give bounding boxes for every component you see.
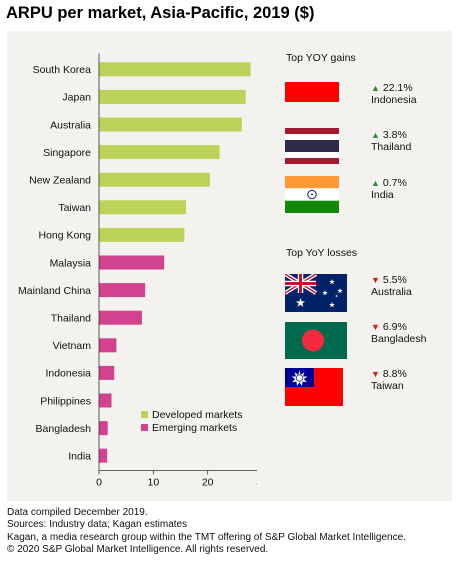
bar-chart: South Korea Japan Australia Singapore New Ze… <box>18 53 257 489</box>
legend-swatch <box>141 411 148 418</box>
gain-change-3: ▲ 0.7% <box>371 177 407 189</box>
bar <box>99 365 115 380</box>
footer-line: Data compiled December 2019. <box>7 507 148 518</box>
gain-change-2: ▲ 3.8% <box>371 129 407 141</box>
x-tick-label: 20 <box>202 477 214 489</box>
bar <box>99 117 242 132</box>
bar <box>99 62 251 77</box>
bangladesh-flag <box>285 322 347 359</box>
category-label: Australia <box>50 119 91 131</box>
up-arrow-icon: ▲ <box>371 130 380 140</box>
loss-country-2: Bangladesh <box>371 333 427 345</box>
category-label: Vietnam <box>53 340 92 352</box>
footer-notes: Data compiled December 2019. Sources: In… <box>7 507 406 556</box>
x-tick-label: 30 <box>256 477 257 489</box>
taiwan-flag <box>285 368 343 406</box>
bar <box>99 200 186 215</box>
category-label: Thailand <box>51 313 91 325</box>
gain-change-1: ▲ 22.1% <box>371 82 413 94</box>
x-tick-label: 10 <box>147 477 159 489</box>
down-arrow-icon: ▼ <box>371 369 380 379</box>
category-label: New Zealand <box>29 175 91 187</box>
bar <box>99 255 165 270</box>
down-arrow-icon: ▼ <box>371 322 380 332</box>
category-label: Hong Kong <box>38 230 91 242</box>
category-label: Mainland China <box>18 285 91 297</box>
australia-flag <box>285 274 347 312</box>
bar <box>99 145 220 160</box>
category-label: Indonesia <box>45 368 91 380</box>
bar <box>99 227 185 242</box>
losses-heading: Top YoY losses <box>286 247 358 259</box>
up-arrow-icon: ▲ <box>371 178 380 188</box>
bar <box>99 448 108 463</box>
gain-country-3: India <box>371 189 394 201</box>
bar <box>99 310 142 325</box>
thailand-flag <box>285 128 339 164</box>
gains-heading: Top YOY gains <box>286 52 356 64</box>
category-label: Japan <box>62 92 91 104</box>
category-label: Singapore <box>43 147 91 159</box>
bar <box>99 283 146 298</box>
up-arrow-icon: ▲ <box>371 83 380 93</box>
down-arrow-icon: ▼ <box>371 275 380 285</box>
loss-country-3: Taiwan <box>371 380 404 392</box>
indonesia-flag <box>285 82 339 102</box>
bar <box>99 421 108 436</box>
category-label: Bangladesh <box>36 423 92 435</box>
legend-label: Developed markets <box>152 409 242 421</box>
bar <box>99 393 112 408</box>
bar <box>99 89 246 104</box>
category-label: India <box>68 451 91 463</box>
footer-line: Sources: Industry data; Kagan estimates <box>7 519 188 531</box>
category-label: Taiwan <box>58 202 91 214</box>
loss-country-1: Australia <box>371 286 412 298</box>
category-label: South Korea <box>33 64 92 76</box>
footer-line: © 2020 S&P Global Market Intelligence. A… <box>7 543 269 555</box>
loss-change-2: ▼ 6.9% <box>371 321 407 333</box>
bar <box>99 172 210 187</box>
x-tick-label: 0 <box>96 477 102 489</box>
category-label: Malaysia <box>50 257 92 269</box>
loss-change-3: ▼ 8.8% <box>371 368 407 380</box>
gain-country-2: Thailand <box>371 141 412 153</box>
gain-country-1: Indonesia <box>371 94 417 106</box>
bar <box>99 338 117 353</box>
chart-panel: South Korea Japan Australia Singapore New Ze… <box>7 31 452 501</box>
india-flag <box>285 176 339 213</box>
category-label: Philippines <box>40 395 91 407</box>
footer-line: Kagan, a media research group within the… <box>7 531 406 543</box>
loss-change-1: ▼ 5.5% <box>371 274 407 286</box>
legend-swatch <box>141 424 148 431</box>
chart-title: ARPU per market, Asia-Pacific, 2019 ($) <box>6 4 315 22</box>
legend-label: Emerging markets <box>152 422 237 434</box>
